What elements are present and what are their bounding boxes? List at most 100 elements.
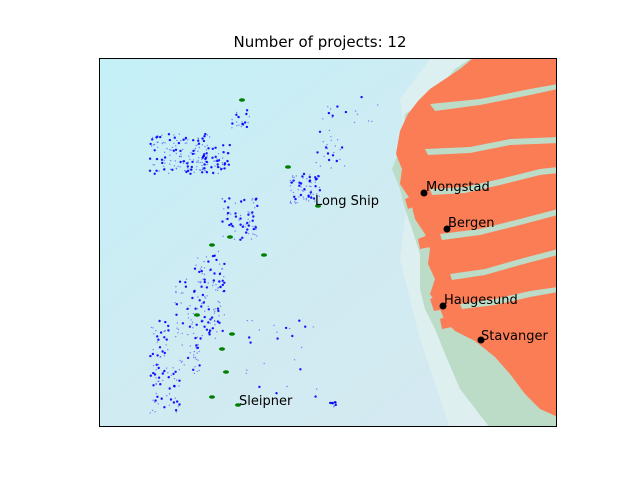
well-point [223,276,225,278]
well-point [173,378,176,380]
well-point [235,111,238,114]
well-point [191,321,194,323]
well-point [203,135,206,138]
well-point [204,146,206,148]
well-point [214,308,216,310]
well-point [205,170,207,172]
well-point [219,285,222,289]
well-point [169,168,172,170]
well-point [204,156,208,159]
well-point [175,411,177,413]
well-point [172,401,176,404]
well-point [252,233,254,235]
well-point [181,332,183,335]
well-point [377,104,379,106]
well-point [175,168,178,170]
well-point [221,157,224,159]
well-point [197,296,199,298]
well-point [312,193,314,195]
well-point [215,258,218,262]
well-point [208,333,211,336]
well-point [193,171,195,173]
well-point [201,164,203,167]
well-point [221,268,224,270]
well-point [169,163,171,165]
well-point [275,392,278,395]
well-point [258,329,261,331]
well-point [223,163,226,166]
well-point [310,196,313,199]
well-point [193,372,195,375]
well-point [327,158,331,162]
well-point [203,260,205,263]
well-point [167,324,170,328]
well-point [216,331,218,333]
well-point [228,197,231,200]
well-point [205,328,209,331]
well-point [344,110,348,114]
well-point [216,307,220,310]
well-point [160,158,164,161]
well-point [314,185,317,188]
well-point [190,168,193,171]
well-point [238,219,240,221]
well-point [312,197,316,200]
well-point [251,199,253,201]
well-point [163,355,166,357]
well-point [163,156,167,159]
well-point [170,374,172,377]
well-point [247,211,249,213]
well-point [169,149,171,151]
well-point [192,312,195,315]
well-point [197,257,199,259]
well-point [197,144,199,146]
well-point [176,139,178,142]
well-point [243,121,247,124]
well-point [197,139,200,142]
well-point [305,185,308,187]
well-point [330,136,332,138]
project-marker [223,370,229,374]
well-point [196,166,198,168]
well-point [195,144,197,147]
well-point [200,266,203,268]
well-point [198,146,200,149]
well-point [157,363,160,366]
well-point [294,197,297,201]
well-point [192,159,195,161]
city-marker-stavanger [477,336,485,344]
well-point [201,144,204,146]
well-point [340,146,344,149]
well-point [161,350,164,353]
well-point [221,279,224,282]
well-point [149,354,152,358]
well-point [162,379,164,382]
well-point [205,171,209,174]
well-point [153,333,155,335]
well-point [185,170,188,173]
well-point [221,198,223,200]
well-point [212,284,214,287]
well-point [184,136,188,140]
well-point [254,233,256,236]
well-point [234,202,237,204]
well-point [164,330,166,332]
well-point [212,282,214,284]
well-point [171,168,174,171]
well-point [228,223,231,227]
well-point [188,155,190,157]
well-point [197,161,199,163]
well-point [333,401,337,404]
project-markers [194,98,321,407]
well-point [214,165,216,167]
project-marker [285,165,291,169]
well-point [221,283,224,287]
well-point [327,111,331,115]
well-point [203,267,206,269]
well-point [203,135,205,137]
well-point [167,329,169,331]
well-point [209,268,212,271]
well-point [187,169,190,173]
well-point [236,125,238,127]
well-point [237,115,240,119]
